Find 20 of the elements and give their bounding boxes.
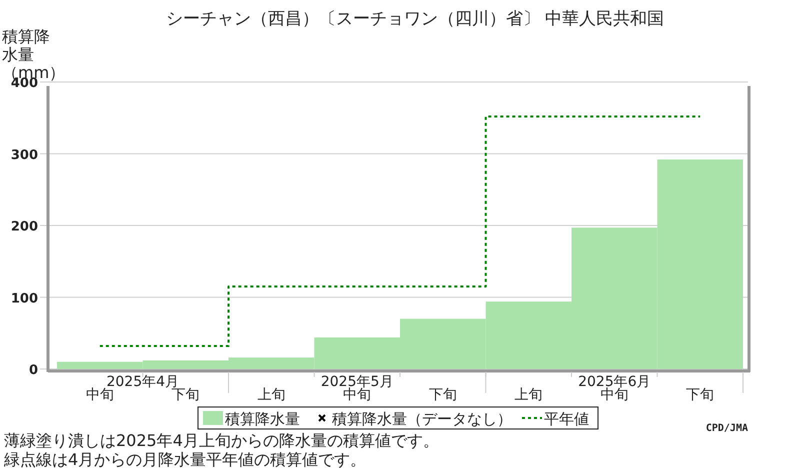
x-tick-label: 下旬 (172, 387, 200, 403)
x-tick-label: 中旬 (600, 387, 628, 403)
y-tick-label: 100 (10, 291, 38, 306)
text: 2025年4月 (106, 374, 180, 390)
x-tick-label: 上旬 (514, 387, 543, 403)
text: 緑点線は4月からの月降水量平年値の積算値です。 (3, 450, 366, 469)
y-tick-label: 300 (10, 148, 38, 163)
y-tick-label: 200 (10, 220, 38, 234)
text: 薄緑塗り潰しは2025年4月上旬からの降水量の積算値です。 (4, 431, 439, 450)
x-tick-label: 下旬 (428, 387, 457, 403)
legend-label: 積算降水量（データなし） (332, 410, 512, 428)
legend-label: 平年値 (544, 410, 589, 428)
legend-label: 積算降水量 (225, 410, 300, 428)
x-tick-label: 下旬 (686, 387, 714, 403)
chart-title: シーチャン（西昌）〔スーチョワン（四川）省〕 中華人民共和国 (166, 9, 664, 29)
y-tick-label: 0 (28, 363, 38, 378)
x-tick-label: 上旬 (257, 387, 286, 403)
x-tick-label: 中旬 (86, 387, 114, 403)
x-tick-label: 中旬 (343, 387, 372, 403)
text: CPD/JMA (706, 423, 748, 434)
